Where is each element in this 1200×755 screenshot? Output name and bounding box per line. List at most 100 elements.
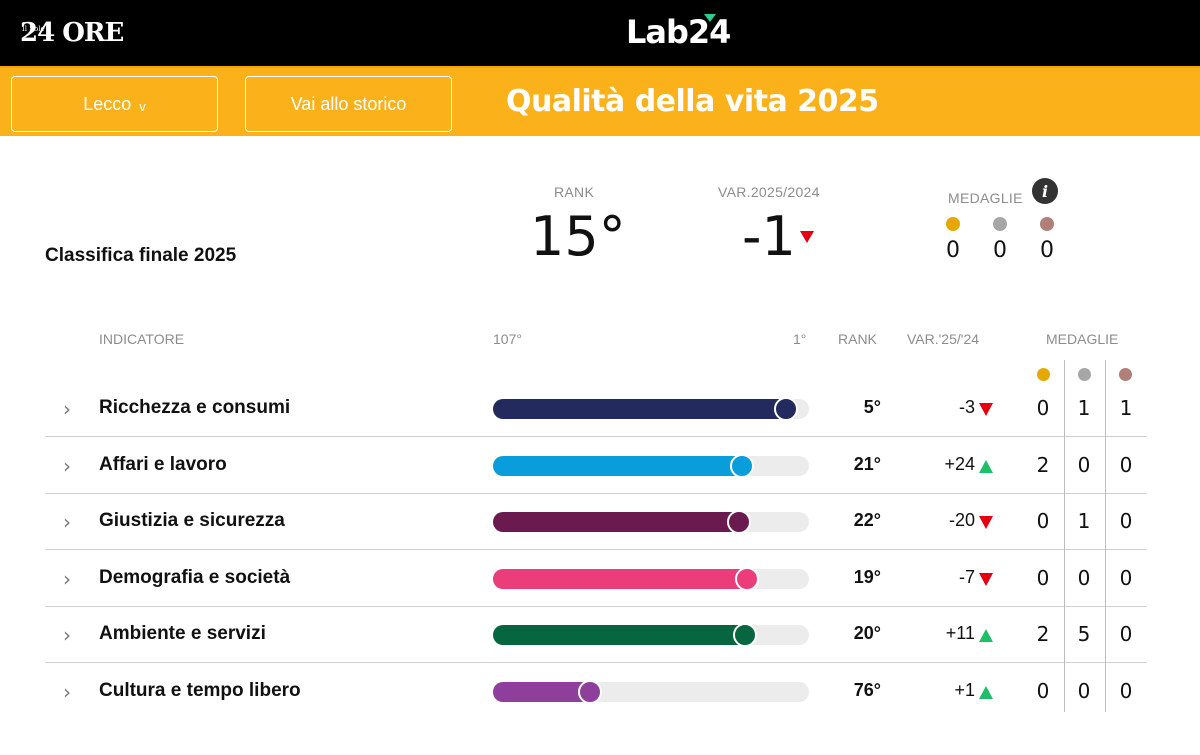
bronze-medal-count: 0	[1119, 622, 1133, 646]
gold-medal-count: 2	[1036, 622, 1050, 646]
table-row[interactable]: › Demografia e società 19° -7 0 0 0	[45, 551, 1147, 607]
rank-bar-knob	[773, 397, 798, 421]
gold-medal-count: 0	[1036, 509, 1050, 533]
indicator-rank: 76°	[853, 679, 881, 700]
up-arrow-icon	[979, 629, 993, 642]
chevron-right-icon[interactable]: ›	[63, 566, 71, 591]
table-header-var: VAR.'25/'24	[907, 331, 980, 347]
summary-var-heading: VAR.2025/2024	[718, 184, 820, 200]
rank-bar-track	[493, 566, 809, 591]
summary-var-value: -1	[742, 205, 796, 268]
rank-bar-track	[493, 397, 809, 421]
silver-medal-icon	[1078, 368, 1091, 381]
gold-medal-count: 0	[1036, 565, 1050, 590]
rank-bar-track	[493, 453, 809, 478]
up-arrow-icon	[979, 685, 993, 699]
chevron-right-icon[interactable]: ›	[63, 679, 71, 704]
row-divider	[45, 605, 1147, 607]
city-select-label: Lecco	[83, 93, 132, 114]
rank-bar-knob	[729, 453, 754, 478]
info-icon[interactable]: i	[1032, 178, 1058, 204]
down-arrow-icon	[799, 231, 814, 244]
summary-bronze-count: 0	[1040, 238, 1054, 263]
table-row[interactable]: › Ambiente e servizi 20° +11 2 5 0	[45, 607, 1147, 663]
indicator-name[interactable]: Giustizia e sicurezza	[99, 510, 285, 531]
gold-medal-count: 2	[1036, 452, 1050, 477]
indicator-variation: +11	[945, 623, 975, 643]
rank-bar-knob	[727, 510, 752, 534]
indicator-rank: 19°	[853, 566, 881, 587]
chevron-down-icon: v	[139, 98, 146, 114]
chevron-right-icon[interactable]: ›	[63, 397, 71, 421]
column-divider	[1064, 360, 1065, 712]
gold-medal-count: 0	[1036, 678, 1050, 703]
gold-medal-icon	[1037, 368, 1050, 381]
sole-24-ore-logo[interactable]: Il Sole 24 ORE	[20, 18, 124, 48]
row-divider	[45, 662, 1147, 663]
storico-button[interactable]: Vai allo storico	[245, 76, 452, 132]
summary-medals-heading: MEDAGLIE	[948, 190, 1023, 206]
bronze-medal-count: 0	[1119, 452, 1133, 477]
indicator-variation: -3	[958, 397, 975, 417]
summary-var: -1	[742, 205, 814, 269]
indicator-variation: -7	[958, 566, 975, 587]
indicator-variation: -20	[948, 510, 975, 530]
silver-medal-icon	[993, 217, 1007, 231]
table-row[interactable]: › Cultura e tempo libero 76° +1 0 0 0	[45, 664, 1147, 720]
indicator-name[interactable]: Ambiente e servizi	[99, 623, 266, 644]
bronze-medal-count: 0	[1119, 678, 1133, 703]
indicator-rank: 5°	[863, 397, 881, 417]
indicator-name[interactable]: Ricchezza e consumi	[99, 397, 291, 418]
summary-silver-count: 0	[993, 238, 1007, 263]
bronze-medal-icon	[1119, 368, 1132, 381]
bronze-medal-count: 0	[1119, 509, 1133, 533]
silver-medal-count: 1	[1077, 396, 1091, 420]
lab24-triangle-icon	[704, 14, 716, 22]
table-header-scale-max: 1°	[793, 331, 807, 347]
indicator-name[interactable]: Cultura e tempo libero	[99, 679, 301, 701]
table-header-medals: MEDAGLIE	[1046, 331, 1119, 347]
chevron-right-icon[interactable]: ›	[63, 623, 71, 647]
summary-rank-heading: RANK	[554, 184, 595, 200]
up-arrow-icon	[979, 459, 993, 473]
city-select-button[interactable]: Lecco v	[11, 76, 218, 132]
rank-bar-knob	[578, 679, 603, 704]
table-row[interactable]: › Ricchezza e consumi 5° -3 0 1 1	[45, 381, 1147, 437]
rank-bar-fill	[493, 512, 746, 532]
down-arrow-icon	[979, 403, 993, 416]
column-divider	[1105, 360, 1106, 712]
indicator-variation: +1	[954, 679, 975, 700]
down-arrow-icon	[979, 572, 993, 586]
rank-bar-track	[493, 623, 809, 647]
table-row[interactable]: › Affari e lavoro 21° +24 2 0 0	[45, 438, 1147, 494]
rank-bar-fill	[493, 399, 792, 419]
table-row[interactable]: › Giustizia e sicurezza 22° -20 0 1 0	[45, 494, 1147, 550]
rank-bar-track	[493, 510, 809, 534]
indicator-name[interactable]: Affari e lavoro	[99, 453, 227, 475]
down-arrow-icon	[979, 516, 993, 529]
silver-medal-count: 5	[1077, 622, 1091, 646]
table-header-indicator: INDICATORE	[99, 331, 185, 347]
rank-bar-fill	[493, 625, 751, 645]
gold-medal-icon	[946, 217, 960, 231]
bronze-medal-count: 0	[1119, 565, 1133, 590]
indicator-rank: 20°	[853, 623, 881, 643]
rank-bar-knob	[732, 623, 757, 647]
silver-medal-count: 0	[1077, 565, 1091, 590]
rank-bar-fill	[493, 681, 597, 702]
row-divider	[45, 549, 1147, 550]
gold-medal-count: 0	[1036, 396, 1050, 420]
chevron-right-icon[interactable]: ›	[63, 510, 71, 534]
indicator-variation: +24	[944, 453, 975, 474]
bronze-medal-count: 1	[1119, 396, 1133, 420]
chevron-right-icon[interactable]: ›	[63, 453, 71, 478]
summary-label: Classifica finale 2025	[45, 245, 237, 266]
indicator-rank: 22°	[853, 510, 881, 530]
lab24-logo[interactable]: Lab24	[626, 12, 731, 52]
indicator-name[interactable]: Demografia e società	[99, 566, 291, 588]
rank-bar-track	[493, 679, 809, 704]
summary-gold-count: 0	[946, 238, 960, 263]
rank-bar-fill	[493, 568, 754, 589]
top-bar: Il Sole 24 ORE Lab24	[0, 0, 1200, 66]
silver-medal-count: 1	[1077, 509, 1091, 533]
